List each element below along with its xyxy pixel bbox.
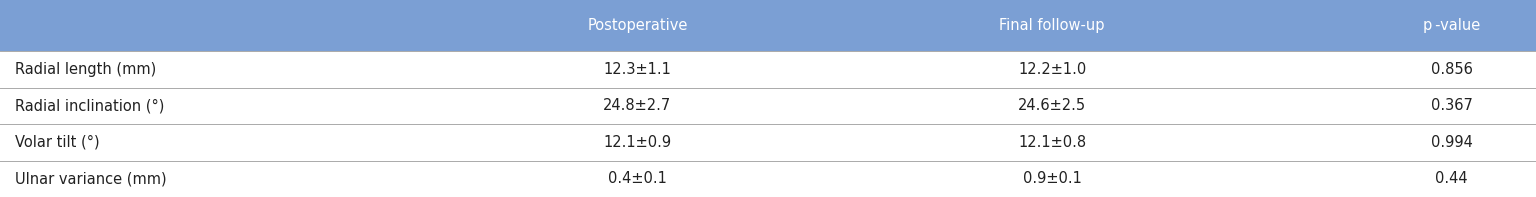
Text: 12.1±0.8: 12.1±0.8 (1018, 135, 1086, 150)
Text: Radial inclination (°): Radial inclination (°) (15, 98, 164, 113)
Text: Volar tilt (°): Volar tilt (°) (15, 135, 100, 150)
Text: 0.44: 0.44 (1435, 171, 1468, 186)
Text: 12.1±0.9: 12.1±0.9 (604, 135, 671, 150)
Bar (0, 161, 1536, 197)
Text: 24.8±2.7: 24.8±2.7 (604, 98, 671, 113)
Bar (0, 88, 1536, 124)
Text: 12.3±1.1: 12.3±1.1 (604, 62, 671, 77)
Text: Radial length (mm): Radial length (mm) (15, 62, 157, 77)
Text: 24.6±2.5: 24.6±2.5 (1018, 98, 1086, 113)
Text: 0.367: 0.367 (1430, 98, 1473, 113)
Text: 12.2±1.0: 12.2±1.0 (1018, 62, 1086, 77)
Bar (0, 124, 1536, 161)
Text: p -value: p -value (1422, 18, 1481, 33)
Text: Final follow-up: Final follow-up (1000, 18, 1104, 33)
Text: 0.9±0.1: 0.9±0.1 (1023, 171, 1081, 186)
Bar (0, 0, 1536, 51)
Text: 0.994: 0.994 (1430, 135, 1473, 150)
Text: Postoperative: Postoperative (587, 18, 688, 33)
Text: 0.4±0.1: 0.4±0.1 (608, 171, 667, 186)
Bar (0, 51, 1536, 88)
Text: Ulnar variance (mm): Ulnar variance (mm) (15, 171, 167, 186)
Text: 0.856: 0.856 (1430, 62, 1473, 77)
